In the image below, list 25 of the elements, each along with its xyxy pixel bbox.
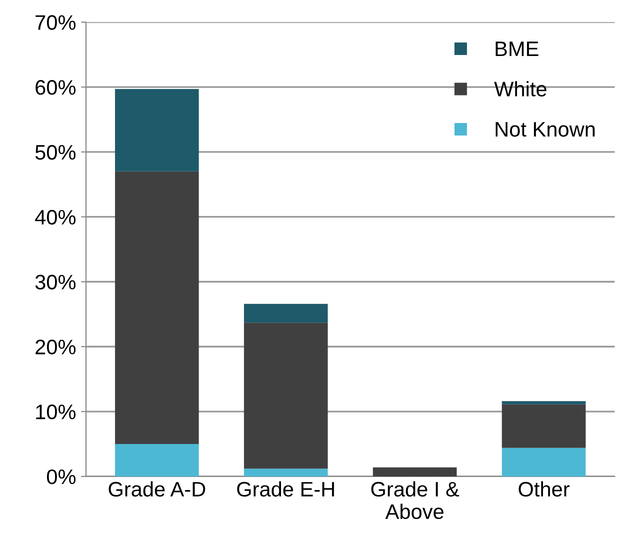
legend-label: BME: [496, 42, 538, 56]
legend-label: White: [494, 81, 546, 96]
y-tick-label: 10%: [36, 404, 76, 420]
bar: [244, 322, 328, 469]
y-tick-label: 60%: [36, 80, 76, 95]
y-tick-label: 0%: [46, 469, 76, 484]
bar: [115, 89, 199, 172]
y-tick-label: 40%: [35, 210, 76, 225]
bar: [115, 171, 199, 444]
x-tick-label: Grade A-D: [108, 481, 206, 497]
bar: [502, 448, 586, 476]
y-tick-label: 50%: [35, 144, 76, 160]
y-tick-label: 70%: [36, 15, 76, 30]
bar: [502, 401, 586, 404]
legend-label: Not Known: [496, 122, 595, 137]
bar: [372, 467, 457, 476]
bar: [244, 468, 328, 476]
y-tick-label: 30%: [35, 274, 76, 290]
x-tick-label: Grade I & Above: [371, 481, 460, 520]
x-tick-label: Grade E-H: [237, 481, 334, 497]
y-tick-label: 20%: [36, 340, 76, 354]
bar: [244, 304, 328, 323]
x-tick-label: Other: [518, 481, 570, 497]
bar: [115, 444, 199, 476]
bar: [502, 404, 586, 448]
